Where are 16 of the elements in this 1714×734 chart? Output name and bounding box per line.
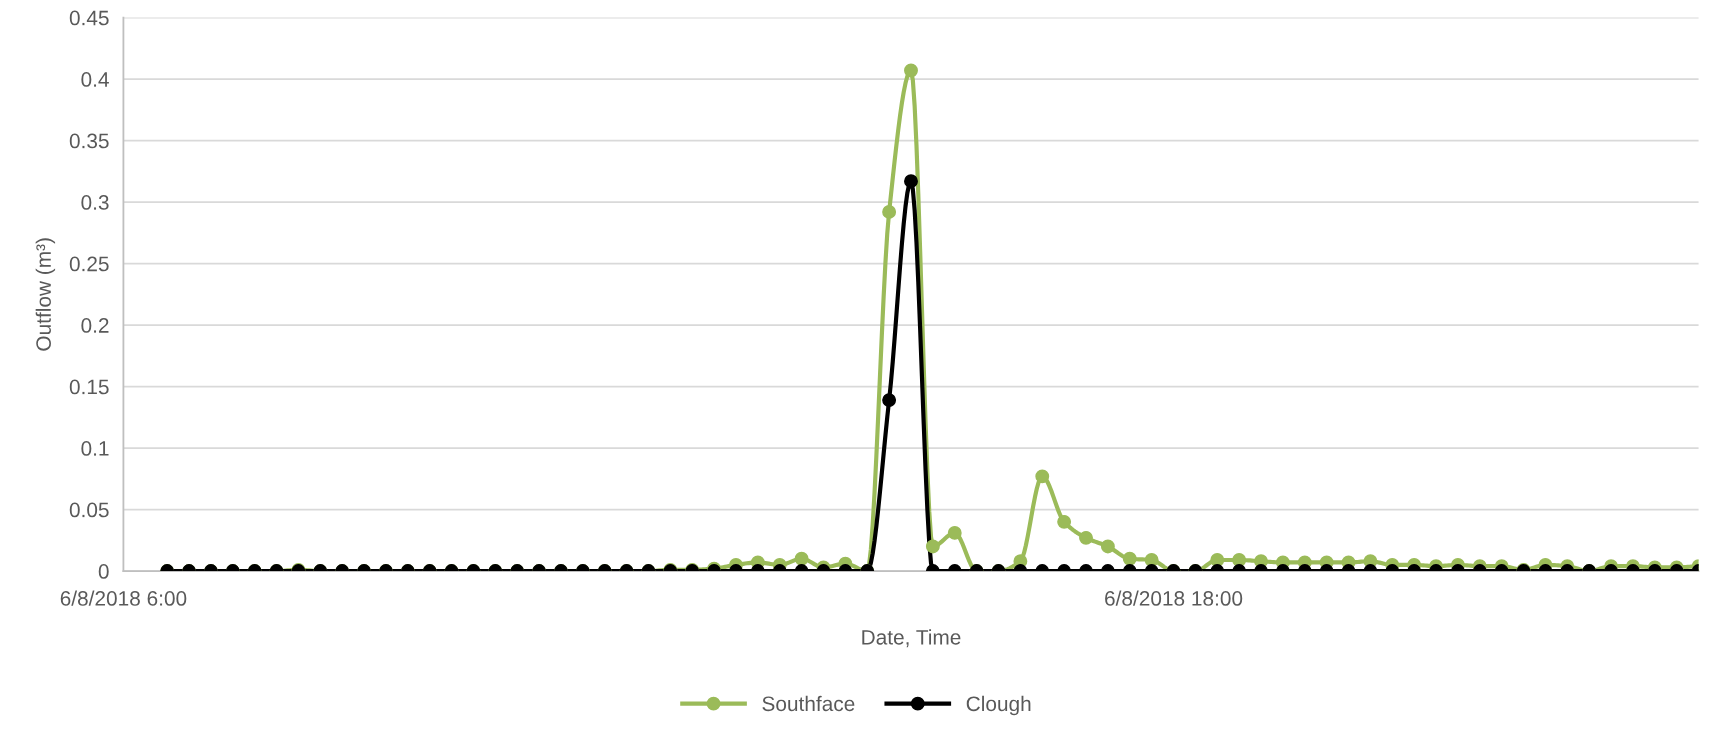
y-axis-title: Outflow (m³) [35,238,56,351]
y-tick-label: 0.15 [69,379,109,395]
x-tick-label: 6/8/2018 18:00 [1105,590,1243,606]
x-axis-title: Date, Time [862,629,961,648]
y-tick-label: 0.05 [69,502,109,518]
y-tick-label: 0.35 [69,133,109,149]
y-tick-label: 0.1 [81,441,109,456]
legend-label: Southface [762,695,855,712]
x-tick-label: 6/8/2018 6:00 [60,590,187,606]
y-tick-label: 0.25 [69,256,109,272]
y-tick-label: 0.4 [81,72,109,87]
y-tick-label: 0.2 [81,318,109,333]
y-tick-label: 0 [98,564,109,579]
y-tick-label: 0.45 [69,10,109,26]
y-tick-label: 0.3 [81,195,109,210]
legend-label: Clough [966,695,1031,716]
